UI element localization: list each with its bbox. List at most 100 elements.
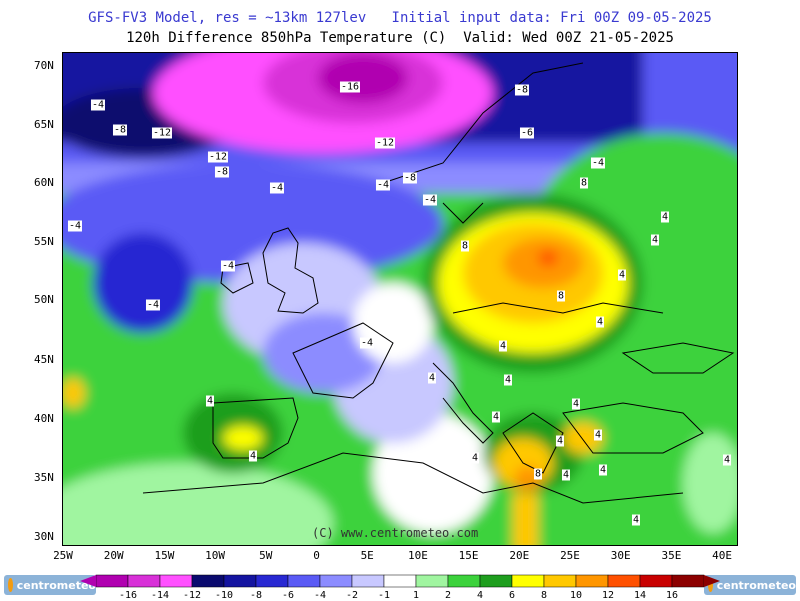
- colorbar-label: 14: [633, 590, 647, 601]
- lon-label: 20E: [509, 549, 530, 562]
- lat-label: 30N: [34, 530, 54, 543]
- colorbar-label: 6: [508, 590, 516, 601]
- colorbar-swatch: [223, 574, 257, 588]
- lon-label: 10E: [407, 549, 428, 562]
- colorbar-label: -4: [313, 590, 327, 601]
- colorbar-label: -10: [214, 590, 234, 601]
- colorbar-label: -1: [377, 590, 391, 601]
- logo-text-left: centrometeo: [16, 578, 96, 592]
- contour-label: -12: [374, 137, 396, 149]
- contour-label: -4: [67, 220, 83, 232]
- colorbar-label: 2: [444, 590, 452, 601]
- contour-label: 4: [205, 395, 215, 407]
- contour-label: -4: [590, 157, 606, 169]
- contour-label: 4: [595, 316, 605, 328]
- colorbar-left-arrow: [80, 575, 96, 587]
- contour-label: -4: [375, 179, 391, 191]
- contour-label: -8: [214, 166, 230, 178]
- colorbar-label: 16: [665, 590, 679, 601]
- lat-label: 40N: [34, 412, 54, 425]
- lon-label: 40E: [712, 549, 733, 562]
- centrometeo-logo-right: centrometeo: [704, 575, 796, 595]
- colorbar-swatch: [319, 574, 353, 588]
- contour-label: -4: [145, 299, 161, 311]
- contour-label: 4: [660, 211, 670, 223]
- colorbar-label: -16: [118, 590, 138, 601]
- contour-label: 4: [571, 398, 581, 410]
- colorbar-label: -2: [345, 590, 359, 601]
- lon-label: 25E: [560, 549, 580, 562]
- colorbar-label: 12: [601, 590, 615, 601]
- contour-label: -8: [514, 84, 530, 96]
- centrometeo-logo-left: centrometeo: [4, 575, 96, 595]
- contour-label: -12: [207, 151, 229, 163]
- lat-label: 50N: [34, 293, 54, 306]
- lon-label: 30E: [610, 549, 631, 562]
- contour-label: -8: [402, 172, 418, 184]
- contour-label: 8: [556, 290, 566, 302]
- colorbar-swatch: [479, 574, 513, 588]
- colorbar-label: 8: [540, 590, 548, 601]
- colorbar-label: -6: [281, 590, 295, 601]
- lon-label: 5W: [259, 549, 273, 562]
- colorbar-swatch: [511, 574, 545, 588]
- contour-label: -16: [339, 81, 361, 93]
- contour-label: -4: [269, 182, 285, 194]
- colorbar-swatch: [575, 574, 609, 588]
- contour-label: -4: [90, 99, 106, 111]
- logo-text-right: centrometeo: [716, 578, 796, 592]
- contour-label: 8: [579, 177, 589, 189]
- lon-label: 15W: [154, 549, 175, 562]
- contour-label: -12: [151, 127, 173, 139]
- lat-label: 60N: [34, 176, 54, 189]
- contour-label: 4: [650, 234, 660, 246]
- contour-label: -8: [112, 124, 128, 136]
- lon-label: 10W: [205, 549, 226, 562]
- contour-label: 4: [491, 411, 501, 423]
- contour-label: 8: [460, 240, 470, 252]
- contour-label: 4: [503, 374, 513, 386]
- lon-label: 5E: [360, 549, 374, 562]
- colorbar-label: -8: [249, 590, 263, 601]
- colorbar-swatch: [607, 574, 641, 588]
- logo-circle-icon: [708, 578, 713, 592]
- contour-label: 4: [427, 372, 437, 384]
- colorbar-right-arrow: [704, 575, 720, 587]
- lon-label: 25W: [53, 549, 73, 562]
- contour-label: -4: [359, 337, 375, 349]
- contour-label: 4: [722, 454, 732, 466]
- contour-label: 4: [498, 340, 508, 352]
- color-legend-bar: [80, 574, 720, 588]
- title-line-2: 120h Difference 850hPa Temperature (C) V…: [126, 30, 674, 46]
- contour-label: 4: [631, 514, 641, 526]
- colorbar-swatch: [447, 574, 481, 588]
- contour-label: 4: [593, 429, 603, 441]
- colorbar-swatch: [543, 574, 577, 588]
- colorbar-swatch: [191, 574, 225, 588]
- map-field: [63, 53, 737, 545]
- colorbar-swatch: [287, 574, 321, 588]
- colorbar-label: 4: [476, 590, 484, 601]
- contour-label: 4: [617, 269, 627, 281]
- contour-label: -4: [220, 260, 236, 272]
- colorbar-swatch: [159, 574, 193, 588]
- colorbar-swatch: [351, 574, 385, 588]
- lat-label: 55N: [34, 235, 54, 248]
- logo-circle-icon: [8, 578, 13, 592]
- colorbar-swatch: [671, 574, 705, 588]
- contour-label: 4: [555, 435, 565, 447]
- colorbar-swatch: [127, 574, 161, 588]
- temperature-map: [62, 52, 738, 546]
- colorbar-label: -12: [182, 590, 202, 601]
- lat-label: 35N: [34, 471, 54, 484]
- lon-label: 15E: [458, 549, 479, 562]
- lon-label: 35E: [661, 549, 682, 562]
- contour-label: 4: [248, 450, 258, 462]
- contour-label: -4: [422, 194, 438, 206]
- contour-label: 8: [533, 468, 543, 480]
- colorbar-swatch: [415, 574, 449, 588]
- colorbar-label: 10: [569, 590, 583, 601]
- colorbar-swatch: [383, 574, 417, 588]
- contour-label: -6: [519, 127, 535, 139]
- lat-label: 65N: [34, 118, 54, 131]
